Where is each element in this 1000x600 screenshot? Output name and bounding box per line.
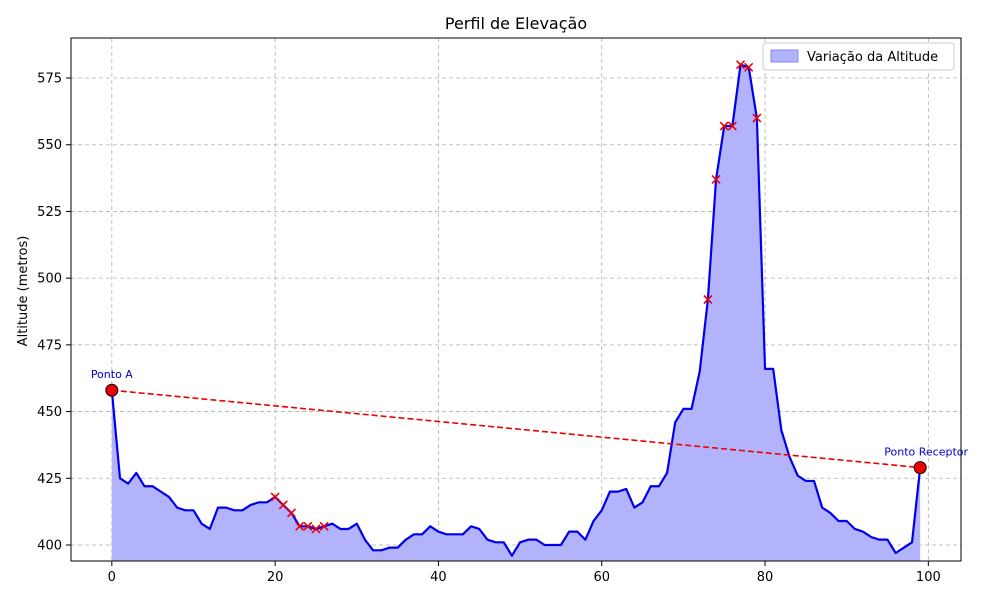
altitude-area bbox=[111, 64, 921, 562]
endpoint-marker bbox=[913, 461, 927, 475]
obstruction-marker bbox=[286, 508, 297, 518]
obstruction-marker bbox=[727, 121, 737, 131]
legend-label: Variação da Altitude bbox=[807, 50, 938, 65]
obstruction-marker bbox=[303, 521, 313, 531]
line-of-sight bbox=[111, 389, 921, 469]
obstruction-marker bbox=[719, 121, 729, 131]
x-tick-label: 20 bbox=[267, 570, 284, 585]
y-tick-label: 575 bbox=[37, 72, 62, 87]
x-tick-label: 0 bbox=[108, 570, 116, 585]
endpoint-label: Ponto A bbox=[91, 368, 133, 381]
obstruction-marker bbox=[711, 174, 721, 184]
x-tick-label: 80 bbox=[757, 570, 774, 585]
axes: 0 20 40 60 80 100 400 425 450 475 500 525 550 575 bbox=[37, 37, 962, 585]
obstruction-marker bbox=[278, 500, 288, 510]
endpoint-marker bbox=[105, 383, 119, 397]
obstruction-marker bbox=[270, 492, 280, 502]
legend-swatch bbox=[770, 49, 799, 63]
obstruction-markers: Ponto A Ponto Receptor bbox=[91, 60, 969, 534]
endpoint-label: Ponto Receptor bbox=[884, 446, 968, 459]
obstruction-marker bbox=[295, 521, 305, 531]
x-tick-label: 40 bbox=[430, 570, 447, 585]
obstruction-marker bbox=[744, 62, 754, 72]
y-tick-label: 500 bbox=[37, 272, 62, 287]
y-axis-label: Altitude (metros) bbox=[16, 236, 31, 347]
y-tick-label: 550 bbox=[37, 138, 62, 153]
obstruction-marker bbox=[752, 113, 762, 123]
altitude-line bbox=[110, 63, 922, 557]
x-tick-label: 60 bbox=[593, 570, 610, 585]
obstruction-marker bbox=[311, 524, 321, 534]
y-tick-label: 425 bbox=[37, 472, 62, 487]
legend-frame bbox=[762, 42, 955, 71]
legend: Variação da Altitude bbox=[762, 42, 955, 71]
y-tick-label: 475 bbox=[37, 338, 62, 353]
obstruction-marker bbox=[735, 60, 746, 70]
y-tick-label: 400 bbox=[37, 538, 62, 553]
obstruction-marker bbox=[703, 294, 713, 305]
y-tick-label: 525 bbox=[37, 205, 62, 220]
x-tick-label: 100 bbox=[916, 570, 941, 585]
grid-lines bbox=[71, 38, 961, 561]
plot-area bbox=[110, 63, 922, 562]
obstruction-marker bbox=[319, 521, 329, 531]
axes-frame bbox=[70, 37, 962, 562]
y-tick-label: 450 bbox=[37, 405, 62, 420]
chart-title: Perfil de Elevação bbox=[445, 14, 587, 33]
